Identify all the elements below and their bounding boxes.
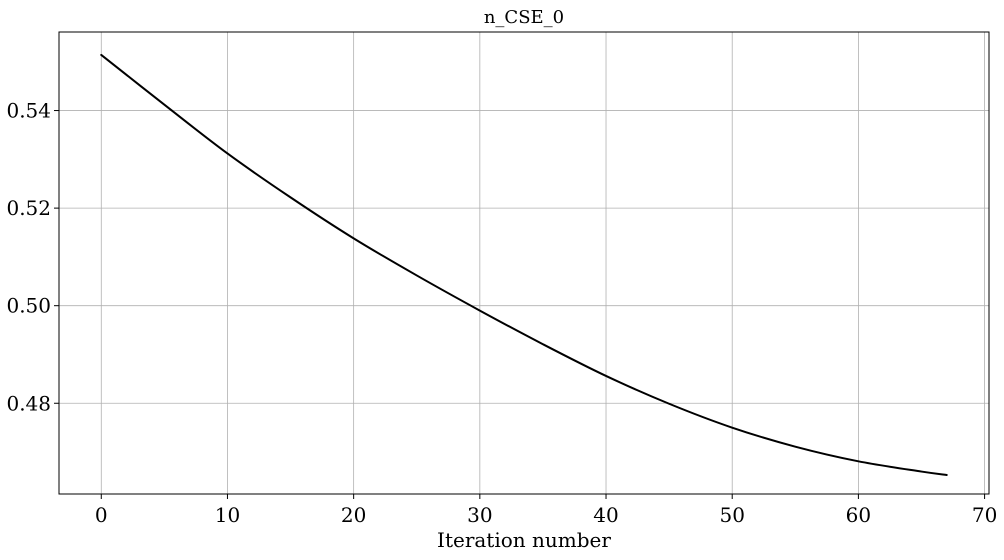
y-tick-label: 0.52 [6, 196, 51, 220]
x-axis-title: Iteration number [437, 528, 611, 552]
grid [59, 32, 989, 494]
plot-frame [58, 31, 990, 495]
ticks: 0 10 20 30 40 50 60 70 0.48 0.50 0.52 0.54 [6, 99, 997, 527]
y-tick-label: 0.54 [6, 99, 51, 123]
x-tick-label: 20 [341, 503, 366, 527]
x-tick-label: 30 [467, 503, 492, 527]
series-layer [100, 53, 948, 476]
y-tick-label: 0.48 [6, 391, 51, 415]
y-tick-label: 0.50 [6, 294, 51, 318]
series-line [100, 53, 948, 476]
x-tick-label: 0 [95, 503, 108, 527]
x-tick-label: 10 [215, 503, 240, 527]
x-tick-label: 70 [972, 503, 997, 527]
x-tick-label: 40 [593, 503, 618, 527]
x-tick-label: 50 [719, 503, 744, 527]
x-tick-label: 60 [846, 503, 871, 527]
chart-title: n_CSE_0 [484, 7, 564, 28]
